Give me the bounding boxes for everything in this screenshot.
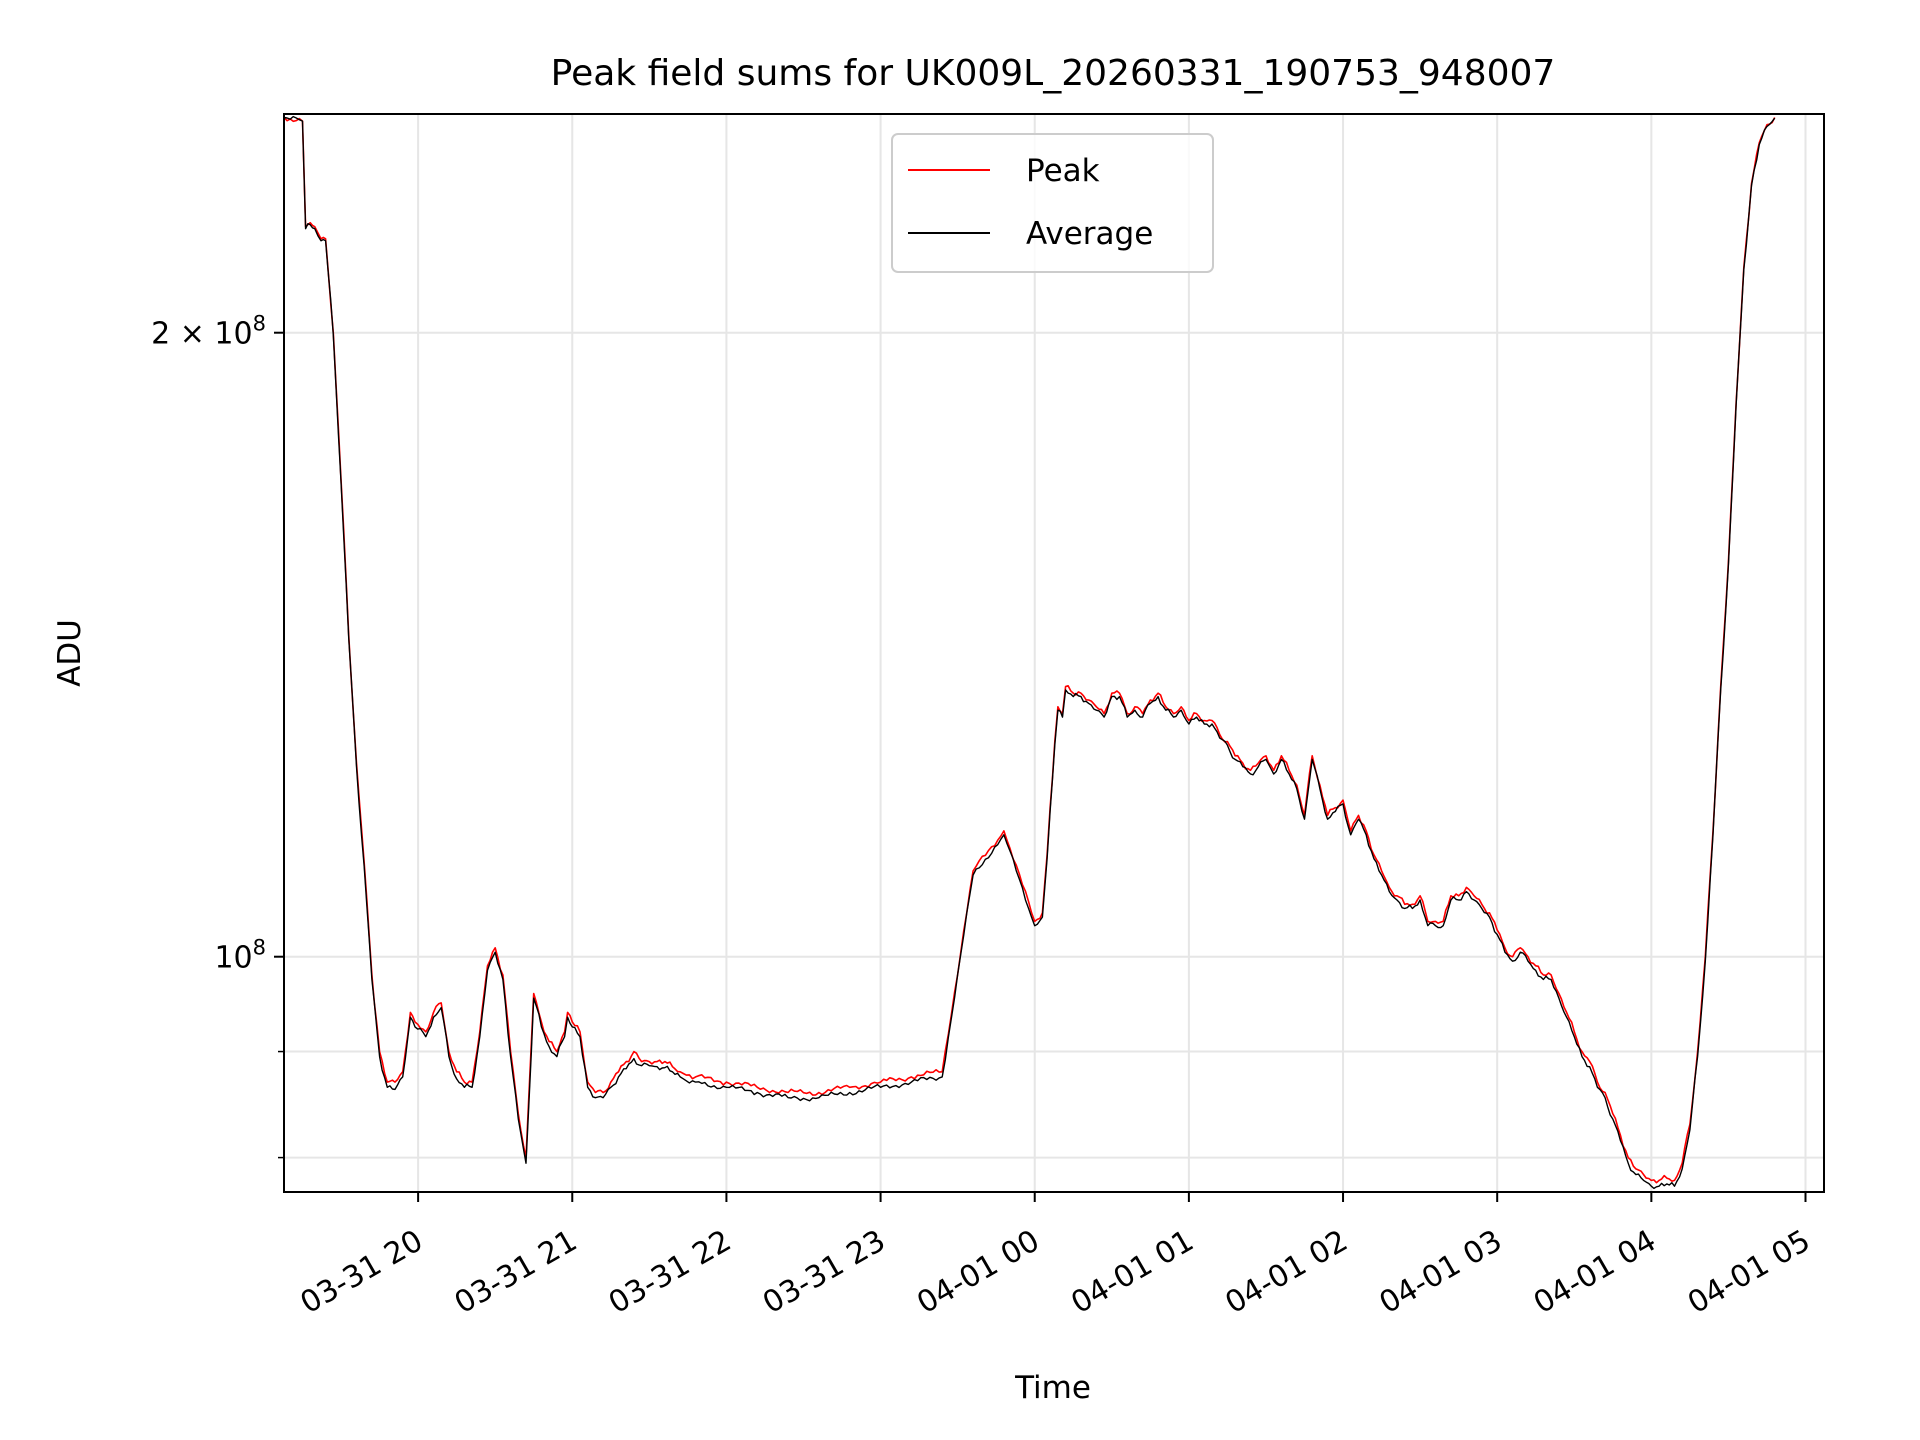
gridlines [284,114,1824,1192]
legend: Peak Average [891,133,1214,273]
x-tick-label: 03-31 21 [449,1223,583,1321]
x-tick-label: 04-01 04 [1528,1223,1662,1321]
x-tick-label: 04-01 01 [1065,1223,1199,1321]
x-tick-label: 04-01 05 [1682,1223,1816,1321]
y-tick-label: 108 [214,936,266,976]
plot-frame [283,113,1825,1193]
x-axis-ticks: 03-31 20 03-31 21 03-31 22 03-31 23 04-01 00… [295,1192,1816,1321]
chart-title: Peak field sums for UK009L_20260331_1907… [551,53,1556,94]
y-axis-ticks: 108 2 × 108 [151,312,284,1159]
x-axis-label: Time [1014,1370,1091,1406]
y-axis-label: ADU [52,619,88,687]
x-tick-label: 03-31 22 [603,1223,737,1321]
x-tick-label: 03-31 20 [295,1223,429,1321]
x-tick-label: 04-01 03 [1374,1223,1508,1321]
series-layer [283,115,1776,1190]
legend-label-peak: Peak [1026,153,1100,189]
legend-label-average: Average [1026,216,1153,252]
y-tick-label: 2 × 108 [151,312,266,352]
x-tick-label: 04-01 00 [911,1223,1045,1321]
series-line-average [283,115,1776,1190]
x-tick-label: 04-01 02 [1220,1223,1354,1321]
legend-box [891,133,1214,273]
x-tick-label: 03-31 23 [757,1223,891,1321]
